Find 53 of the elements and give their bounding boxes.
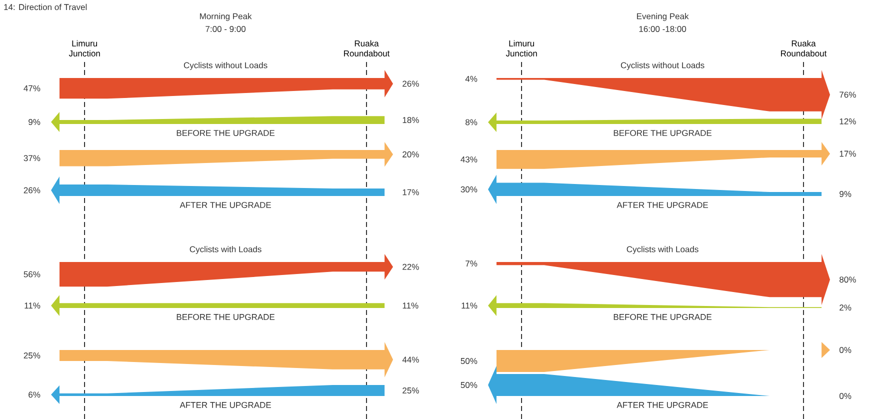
text: Morning Peak (200, 13, 252, 21)
data-label: 2% (840, 304, 852, 311)
data-label: 26% (24, 187, 40, 194)
data-label: 11% (462, 302, 478, 309)
data-label: 4% (465, 76, 478, 82)
text: 16:00 -18:00 (639, 26, 686, 32)
data-label: 22% (402, 264, 419, 270)
data-label: 76% (840, 92, 856, 98)
data-label: 8% (466, 119, 478, 126)
data-label: 43% (460, 156, 478, 162)
data-label: 56% (24, 271, 40, 278)
data-label: 0% (840, 346, 852, 353)
data-label: 50% (460, 358, 478, 364)
data-label: 26% (402, 80, 419, 87)
data-label: 18% (402, 117, 419, 124)
data-label: 25% (402, 387, 419, 394)
text: Cyclists without Loads (184, 62, 268, 70)
text: BEFORE THE UPGRADE (614, 314, 712, 320)
category-label: Limuru Junction (68, 40, 100, 56)
text: 14: Direction of Travel (4, 4, 87, 10)
text: AFTER THE UPGRADE (180, 402, 271, 408)
data-label: 11% (402, 302, 418, 309)
text: BEFORE THE UPGRADE (176, 130, 275, 136)
text: BEFORE THE UPGRADE (176, 314, 275, 320)
data-label: 7% (466, 260, 478, 266)
text: BEFORE THE UPGRADE (614, 130, 712, 136)
data-label: 9% (28, 119, 40, 126)
data-label: 50% (460, 382, 478, 388)
text: Cyclists with Loads (190, 246, 262, 254)
data-label: 17% (840, 150, 856, 157)
data-label: 20% (402, 151, 419, 158)
data-label: 0% (840, 392, 852, 399)
data-label: 17% (402, 189, 419, 196)
data-label: 12% (840, 118, 856, 124)
text: Cyclists without Loads (620, 62, 704, 70)
category-label: Limuru Junction (506, 40, 537, 56)
category-label: Ruaka Roundabout (344, 40, 390, 56)
data-label: 80% (840, 276, 856, 283)
data-label: 6% (28, 392, 40, 398)
data-label: 25% (24, 352, 40, 358)
text: AFTER THE UPGRADE (616, 402, 708, 408)
data-label: 30% (460, 186, 478, 192)
category-label: Ruaka Roundabout (781, 40, 827, 56)
text: AFTER THE UPGRADE (180, 202, 271, 208)
text: Evening Peak (637, 13, 689, 21)
data-label: 9% (840, 191, 852, 198)
data-label: 47% (24, 85, 40, 92)
data-label: 37% (24, 155, 40, 162)
text: Cyclists with Loads (626, 246, 698, 254)
text: 7:00 - 9:00 (206, 26, 246, 32)
text: AFTER THE UPGRADE (616, 202, 708, 208)
data-label: 44% (402, 356, 419, 363)
data-label: 11% (24, 302, 40, 309)
